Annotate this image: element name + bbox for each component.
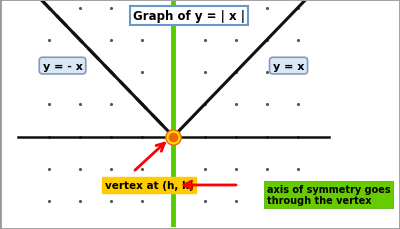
Text: axis of symmetry goes
through the vertex: axis of symmetry goes through the vertex — [267, 184, 390, 206]
Text: y = - x: y = - x — [42, 61, 82, 71]
Text: y = x: y = x — [273, 61, 304, 71]
Text: vertex at (h, k): vertex at (h, k) — [105, 180, 194, 190]
Text: Graph of y = | x |: Graph of y = | x | — [133, 10, 245, 23]
